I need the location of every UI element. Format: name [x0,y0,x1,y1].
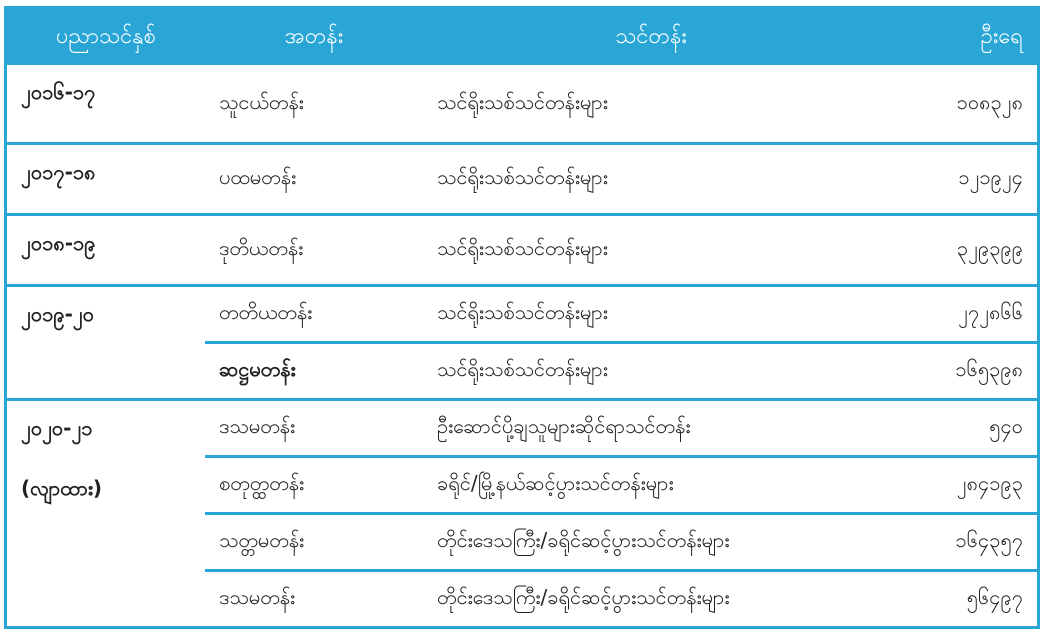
year-cell: ၂၀၁၉-၂၀ [5,284,205,400]
header-count: ဦးရေ [879,7,1039,65]
course-cell: တိုင်းဒေသကြီး/ခရိုင်ဆင့်ပွားသင်တန်းများ [423,569,879,628]
count-cell: ၃၂၉၃၉၉ [879,213,1039,286]
count-cell: ၁၂၁၉၂၄ [879,142,1039,215]
header-row: ပညာသင်နှစ် အတန်း သင်တန်း ဦးရေ [5,7,1039,65]
course-cell: တိုင်းဒေသကြီး/ခရိုင်ဆင့်ပွားသင်တန်းများ [423,512,879,571]
year-text: ၂၀၂၀-၂၁ [21,416,93,440]
course-cell: သင်ရိုးသစ်သင်တန်းများ [423,213,879,286]
table-row: သတ္တမတန်း တိုင်းဒေသကြီး/ခရိုင်ဆင့်ပွားသင… [6,512,1039,571]
table-row: ၂၀၁၉-၂၀ တတိယတန်း သင်ရိုးသစ်သင်တန်းများ ၂… [5,284,1039,400]
class-cell: သတ္တမတန်း [205,512,423,571]
table-row: ဆဋ္ဌမတန်း သင်ရိုးသစ်သင်တန်းများ ၁၆၅၃၉၈ [6,341,1039,400]
training-table: ပညာသင်နှစ် အတန်း သင်တန်း ဦးရေ ၂၀၁၆-၁၇ သူ… [4,6,1040,629]
year-note: (လျာထား) [21,476,103,500]
course-cell: ဦးဆောင်ပို့ချသူများဆိုင်ရာသင်တန်း [423,398,879,457]
class-cell: သူငယ်တန်း [219,89,304,114]
course-cell: သင်ရိုးသစ်သင်တန်းများ [423,341,879,400]
table-row: ၂၀၁၆-၁၇ သူငယ်တန်း သင်ရိုးသစ်သင်တန်းများ … [6,65,1039,144]
year-cell: ၂၀၂၀-၂၁ (လျာထား) [5,398,205,628]
course-cell: ခရိုင်/မြို့နယ်ဆင့်ပွားသင်တန်းများ [423,455,879,514]
header-class: အတန်း [205,7,423,65]
course-cell: သင်ရိုးသစ်သင်တန်းများ [423,142,879,215]
class-cell: စတုတ္ထတန်း [205,455,423,514]
class-cell: ဆဋ္ဌမတန်း [205,341,423,400]
course-cell: သင်ရိုးသစ်သင်တန်းများ [437,89,608,114]
count-cell: ၂၈၄၁၉၃ [879,455,1039,514]
table-row: ၂၀၁၈-၁၉ ဒုတိယတန်း သင်ရိုးသစ်သင်တန်းများ … [5,213,1039,286]
enrollment-table-wrapper: ပညာသင်နှစ် အတန်း သင်တန်း ဦးရေ ၂၀၁၆-၁၇ သူ… [4,6,1040,629]
count-cell: ၂၇၂၈၆၆ [879,284,1039,343]
class-cell: ဒသမတန်း [205,569,423,628]
count-cell: ၁၆၄၃၅၇ [879,512,1039,571]
class-cell: ဒသမတန်း [205,398,423,457]
count-cell: ၅၄၀ [879,398,1039,457]
header-course: သင်တန်း [423,7,879,65]
class-cell: တတိယတန်း [205,284,423,343]
class-cell: ဒုတိယတန်း [205,213,423,286]
year-cell: ၂၀၁၈-၁၉ [5,213,205,286]
count-cell: ၁၀၈၃၂၈ [956,89,1023,114]
table-row: ၂၀၂၀-၂၁ (လျာထား) ဒသမတန်း ဦးဆောင်ပို့ချသူ… [5,398,1039,628]
class-cell: ပထမတန်း [205,142,423,215]
table-row: ၂၀၁၇-၁၈ ပထမတန်း သင်ရိုးသစ်သင်တန်းများ ၁၂… [5,142,1039,215]
year-cell: ၂၀၁၆-၁၇ [21,80,96,104]
header-year: ပညာသင်နှစ် [5,7,205,65]
table-row: စတုတ္ထတန်း ခရိုင်/မြို့နယ်ဆင့်ပွားသင်တန်… [6,455,1039,514]
count-cell: ၅၆၄၉၇ [879,569,1039,628]
course-cell: သင်ရိုးသစ်သင်တန်းများ [423,284,879,343]
count-cell: ၁၆၅၃၉၈ [879,341,1039,400]
year-cell: ၂၀၁၇-၁၈ [5,142,205,215]
